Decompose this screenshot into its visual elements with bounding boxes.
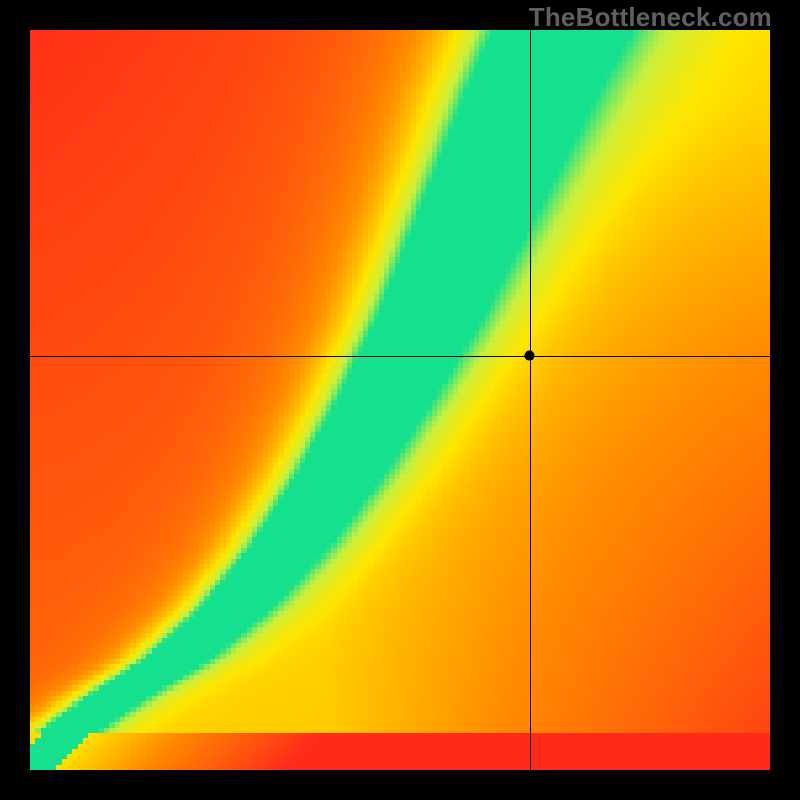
chart-container: TheBottleneck.com	[0, 0, 800, 800]
watermark-text: TheBottleneck.com	[529, 2, 772, 33]
crosshair-overlay	[0, 0, 800, 800]
